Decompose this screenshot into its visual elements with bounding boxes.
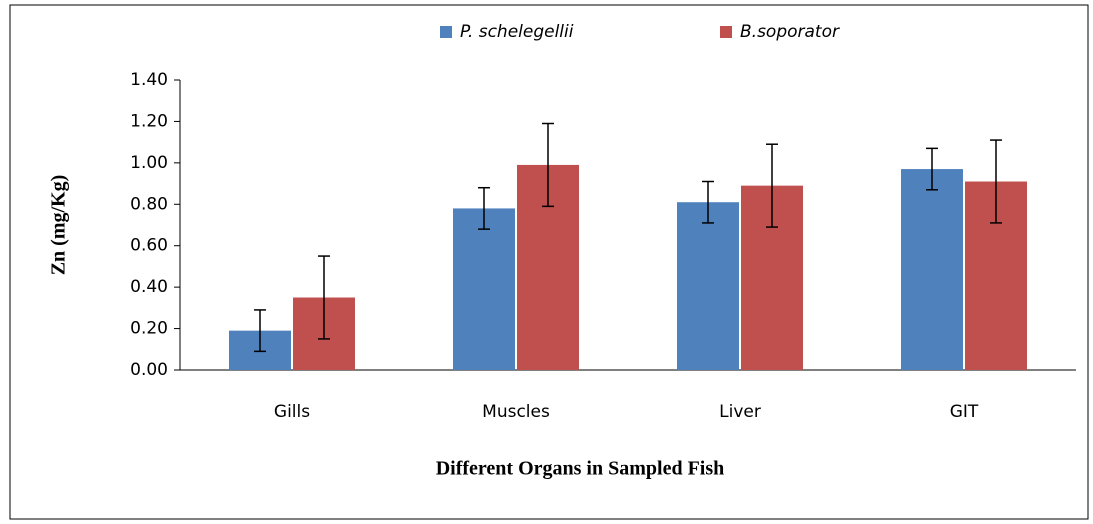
x-tick-label: GIT — [950, 402, 979, 422]
legend-swatch — [720, 26, 732, 38]
bar — [453, 208, 515, 370]
bar — [677, 202, 739, 370]
x-axis-label: Different Organs in Sampled Fish — [436, 458, 725, 480]
legend-label: P. schelegellii — [460, 22, 574, 42]
y-tick-label: 1.20 — [130, 111, 168, 131]
x-tick-label: Muscles — [482, 402, 550, 422]
y-tick-label: 0.00 — [130, 360, 168, 380]
x-tick-label: Liver — [719, 402, 761, 422]
y-tick-label: 0.80 — [130, 194, 168, 214]
y-tick-label: 0.60 — [130, 236, 168, 256]
x-tick-label: Gills — [274, 402, 310, 422]
legend-label: B.soporator — [740, 22, 840, 42]
legend-swatch — [440, 26, 452, 38]
bar — [901, 169, 963, 370]
y-axis-label: Zn (mg/Kg) — [48, 175, 70, 276]
y-tick-label: 0.20 — [130, 319, 168, 339]
y-tick-label: 1.00 — [130, 153, 168, 173]
y-tick-label: 0.40 — [130, 277, 168, 297]
y-tick-label: 1.40 — [130, 70, 168, 90]
